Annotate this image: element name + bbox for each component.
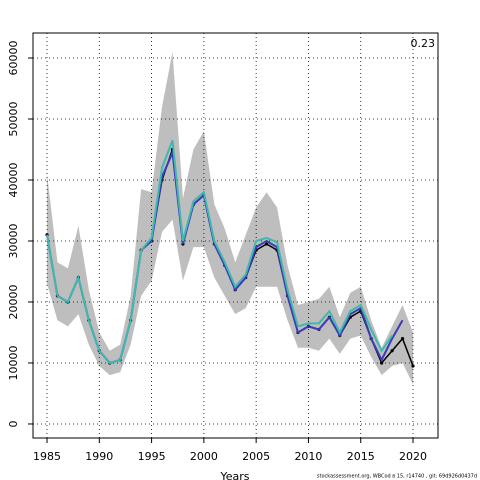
annotation: 0.23 xyxy=(411,37,436,50)
y-tick-label: 50000 xyxy=(7,102,20,137)
y-tick-label: 40000 xyxy=(7,162,20,197)
x-tick-label: 1990 xyxy=(85,450,113,463)
x-axis-label: Years xyxy=(219,470,249,480)
point xyxy=(380,361,384,365)
confidence-band xyxy=(47,51,414,385)
point xyxy=(400,336,405,341)
point xyxy=(411,364,415,368)
y-tick-label: 0 xyxy=(7,420,20,427)
y-tick-label: 60000 xyxy=(7,41,20,76)
x-tick-label: 2000 xyxy=(190,450,218,463)
point xyxy=(265,242,269,246)
series-line xyxy=(46,139,393,365)
y-tick-label: 20000 xyxy=(7,284,20,319)
y-tick-label: 30000 xyxy=(7,223,20,258)
x-tick-label: 2015 xyxy=(347,450,375,463)
x-tick-label: 2005 xyxy=(242,450,270,463)
plot-frame xyxy=(32,32,439,439)
x-tick-label: 1985 xyxy=(33,450,61,463)
footer: stockassessment.org, WBCod ʙ 15, r14740 … xyxy=(317,474,477,480)
x-tick-label: 1995 xyxy=(138,450,166,463)
point xyxy=(390,349,394,353)
y-tick-label: 10000 xyxy=(7,345,20,380)
x-tick-label: 2010 xyxy=(294,450,322,463)
x-tick-label: 2020 xyxy=(399,450,427,463)
